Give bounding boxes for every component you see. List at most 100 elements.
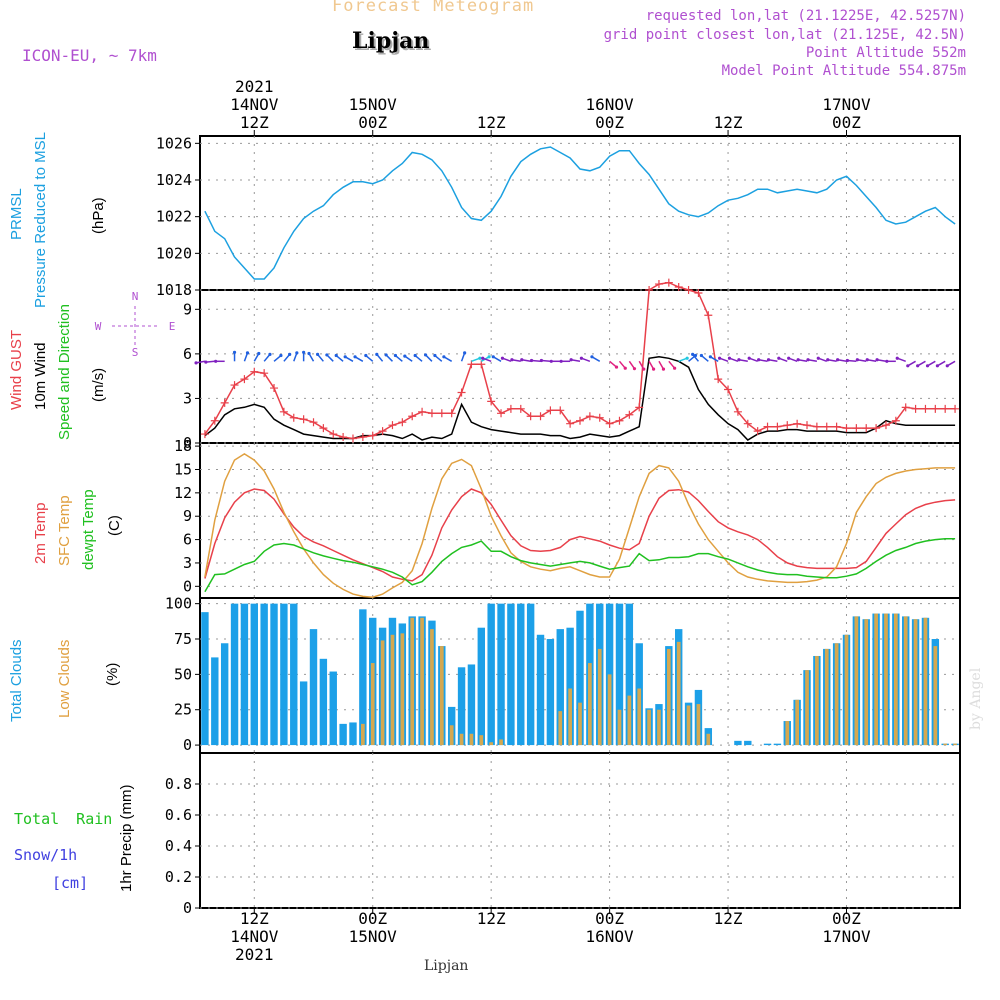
low-cloud-bar <box>430 629 434 746</box>
total-rain-label: Total Rain <box>14 810 113 828</box>
low-clouds-label: Low Clouds <box>56 639 73 718</box>
footer-location: Lipjan <box>424 958 469 974</box>
gust-marker <box>783 421 792 430</box>
wind-arrow-head <box>787 356 791 360</box>
gust-marker <box>872 424 881 433</box>
gust-marker <box>585 412 594 421</box>
wind-arrow-head <box>757 358 761 362</box>
y-tick-label: 75 <box>174 630 192 648</box>
low-cloud-bar <box>785 721 790 746</box>
total-cloud-bar <box>329 671 337 746</box>
gust-marker <box>911 404 920 413</box>
wind-arrow-head <box>559 359 563 363</box>
wind-arrow-head <box>685 356 689 360</box>
wind-arrow-head <box>614 365 619 369</box>
gust-marker <box>654 280 663 289</box>
gust-marker <box>368 431 377 440</box>
wind-arrow-head <box>836 358 840 362</box>
temp-2m-label: 2m Temp <box>32 502 49 564</box>
wind-arrow-head <box>364 353 368 358</box>
total-cloud-bar <box>280 603 288 746</box>
gust-marker <box>763 422 772 431</box>
low-cloud-bar <box>893 613 898 746</box>
low-cloud-bar <box>449 725 454 746</box>
low-cloud-bar <box>410 617 415 746</box>
total-cloud-bar <box>615 603 624 746</box>
low-cloud-bar <box>686 705 691 746</box>
gust-marker <box>250 367 259 376</box>
wind-arrow-head <box>691 352 695 357</box>
location-title: Lipjan <box>352 28 430 54</box>
low-cloud-bar <box>568 688 572 746</box>
low-cloud-bar <box>390 634 395 746</box>
top-time-label: 00Z <box>832 113 861 132</box>
low-cloud-bar <box>459 733 464 746</box>
bottom-time-label: 12Z <box>714 909 743 928</box>
wind-arrow-head <box>302 350 306 354</box>
temp-sfc-label: SFC Temp <box>56 495 73 566</box>
compass-s: S <box>132 346 139 359</box>
gust-marker <box>546 406 555 415</box>
gust-marker <box>645 286 654 294</box>
wind-arrow-head <box>796 358 800 362</box>
total-cloud-bar <box>536 634 545 746</box>
total-cloud-bar <box>201 612 209 746</box>
wind-arrow-head <box>539 358 544 363</box>
low-cloud-bar <box>696 704 701 746</box>
point-altitude: Point Altitude 552m <box>805 45 966 61</box>
gust-marker <box>931 404 940 413</box>
low-cloud-bar <box>953 743 957 746</box>
low-cloud-bar <box>854 616 859 746</box>
y-tick-label: 15 <box>174 460 192 478</box>
low-cloud-bar <box>657 709 661 746</box>
gust-marker <box>270 384 279 393</box>
wind-arrow-head <box>737 358 741 362</box>
snow-unit-label: [cm] <box>52 874 89 892</box>
low-cloud-bar <box>637 688 642 746</box>
compass-e: E <box>169 320 176 333</box>
wind-arrow-head <box>510 358 514 362</box>
wind-arrow-head <box>875 358 879 362</box>
low-cloud-bar <box>370 663 375 746</box>
low-cloud-bar <box>558 711 563 746</box>
low-cloud-bar <box>597 648 602 746</box>
total-cloud-bar <box>230 603 239 746</box>
temp-dewpt-label: dewpt Temp <box>80 489 97 570</box>
wind-arrow-head <box>806 358 810 362</box>
top-time-label: 00Z <box>595 113 624 132</box>
wind-arrow-head <box>777 356 781 360</box>
low-cloud-bar <box>607 674 612 746</box>
gust-marker <box>299 415 308 424</box>
bottom-time-label: 17NOV <box>822 927 871 946</box>
gust-marker <box>279 407 288 416</box>
gust-marker <box>260 369 269 378</box>
low-cloud-bar <box>469 733 474 746</box>
total-cloud-bar <box>517 603 525 746</box>
gust-marker <box>526 412 535 421</box>
wind-arrow-head <box>579 356 584 360</box>
y-tick-label: 0.4 <box>165 837 192 855</box>
wind-arrow-head <box>413 353 417 358</box>
wind-arrow-head <box>632 367 637 371</box>
gust-marker <box>951 404 960 413</box>
y-tick-label: 0.6 <box>165 806 192 824</box>
low-cloud-bar <box>795 699 799 746</box>
total-cloud-bar <box>240 603 249 746</box>
low-cloud-bar <box>913 619 918 746</box>
bottom-time-label: 2021 <box>235 945 274 964</box>
wind-arrow-head <box>343 355 347 359</box>
wind-arrow-head <box>393 353 398 358</box>
gust-marker <box>605 419 614 428</box>
top-time-label: 16NOV <box>586 95 635 114</box>
gust-marker <box>556 406 565 415</box>
y-tick-label: 0.2 <box>165 868 192 886</box>
low-cloud-bar <box>874 613 878 746</box>
top-time-label: 12Z <box>477 113 506 132</box>
wind-arrow-head <box>642 367 646 371</box>
wind-arrow-head <box>865 358 869 362</box>
wind-arrow-head <box>279 353 283 358</box>
top-time-label: 17NOV <box>822 95 871 114</box>
panel-frame-0 <box>199 135 961 291</box>
wind-arrow-head <box>895 356 899 360</box>
low-cloud-bar <box>578 702 582 746</box>
